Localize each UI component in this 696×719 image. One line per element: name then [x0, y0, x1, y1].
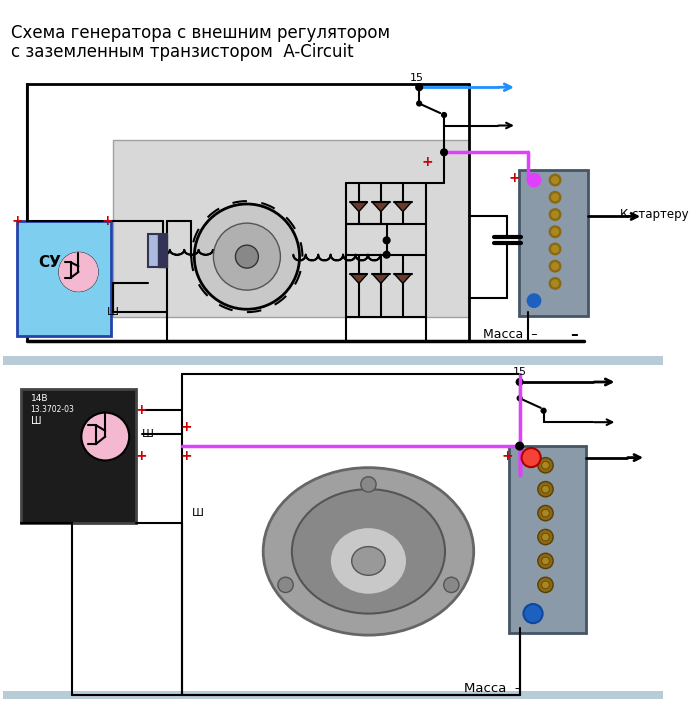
- Circle shape: [541, 557, 549, 565]
- Circle shape: [549, 174, 561, 186]
- Bar: [17, 221, 111, 336]
- Circle shape: [441, 149, 448, 155]
- Text: Схема генератора с внешним регулятором: Схема генератора с внешним регулятором: [12, 24, 390, 42]
- Text: –: –: [570, 326, 578, 342]
- Text: 13.3702-03: 13.3702-03: [31, 406, 74, 414]
- Circle shape: [541, 408, 546, 413]
- Circle shape: [552, 280, 558, 287]
- Text: Масса  –: Масса –: [464, 682, 521, 695]
- Circle shape: [552, 177, 558, 183]
- Polygon shape: [350, 202, 367, 211]
- Bar: [3, 356, 663, 365]
- Circle shape: [541, 509, 549, 517]
- Circle shape: [549, 278, 561, 289]
- Bar: [148, 234, 168, 267]
- Polygon shape: [350, 274, 367, 283]
- Circle shape: [528, 294, 541, 307]
- Circle shape: [549, 260, 561, 272]
- Circle shape: [538, 457, 553, 473]
- Circle shape: [516, 442, 523, 450]
- Circle shape: [549, 226, 561, 237]
- Bar: [191, 202, 301, 312]
- Text: +: +: [102, 214, 113, 228]
- Circle shape: [443, 577, 459, 592]
- Circle shape: [538, 577, 553, 592]
- Circle shape: [552, 246, 558, 252]
- Ellipse shape: [292, 489, 445, 613]
- Circle shape: [361, 477, 376, 492]
- Circle shape: [552, 211, 558, 218]
- Circle shape: [549, 243, 561, 255]
- Circle shape: [59, 253, 97, 291]
- Text: К стартеру: К стартеру: [620, 208, 689, 221]
- Circle shape: [517, 396, 522, 400]
- Circle shape: [541, 581, 549, 589]
- Circle shape: [549, 191, 561, 203]
- Polygon shape: [372, 202, 390, 211]
- Ellipse shape: [330, 528, 406, 595]
- Bar: [21, 389, 136, 523]
- Circle shape: [541, 533, 549, 541]
- Text: с заземленным транзистором  A-Circuit: с заземленным транзистором A-Circuit: [12, 43, 354, 61]
- Circle shape: [214, 223, 280, 290]
- Circle shape: [442, 113, 446, 117]
- Text: Масса  –: Масса –: [483, 328, 538, 341]
- Circle shape: [538, 482, 553, 497]
- Text: +: +: [501, 449, 513, 463]
- Circle shape: [523, 604, 543, 623]
- Circle shape: [549, 209, 561, 220]
- Text: Ш: Ш: [107, 307, 119, 317]
- Polygon shape: [395, 202, 411, 211]
- Circle shape: [59, 253, 97, 291]
- Circle shape: [278, 577, 293, 592]
- Circle shape: [552, 194, 558, 201]
- Bar: [113, 140, 469, 317]
- Text: 15: 15: [513, 367, 527, 377]
- Bar: [158, 234, 168, 267]
- Ellipse shape: [351, 546, 385, 575]
- Text: 15: 15: [410, 73, 425, 83]
- Circle shape: [235, 245, 258, 268]
- Text: Ш: Ш: [191, 508, 203, 518]
- Bar: [509, 446, 586, 633]
- Circle shape: [541, 485, 549, 493]
- Text: Ш: Ш: [142, 429, 154, 439]
- Circle shape: [516, 379, 523, 385]
- Text: 14В: 14В: [31, 394, 48, 403]
- Circle shape: [383, 237, 390, 244]
- Circle shape: [417, 101, 422, 106]
- Circle shape: [383, 252, 390, 258]
- Bar: [3, 691, 663, 699]
- Circle shape: [416, 84, 422, 91]
- Ellipse shape: [263, 467, 474, 635]
- Polygon shape: [372, 274, 390, 283]
- Circle shape: [194, 204, 299, 309]
- Circle shape: [552, 229, 558, 235]
- Circle shape: [538, 554, 553, 569]
- Text: +: +: [422, 155, 434, 169]
- Circle shape: [552, 263, 558, 270]
- Text: +: +: [181, 420, 192, 434]
- Text: +: +: [136, 403, 148, 417]
- Bar: [519, 170, 587, 316]
- Circle shape: [528, 173, 541, 187]
- Text: СУ: СУ: [38, 255, 61, 270]
- Circle shape: [541, 462, 549, 469]
- Text: +: +: [181, 449, 192, 463]
- Text: Ш: Ш: [31, 416, 41, 426]
- Text: +: +: [136, 449, 148, 463]
- Circle shape: [521, 448, 541, 467]
- Text: +: +: [508, 171, 520, 186]
- Circle shape: [538, 529, 553, 545]
- Circle shape: [81, 413, 129, 460]
- Circle shape: [538, 505, 553, 521]
- Text: +: +: [11, 214, 23, 228]
- Polygon shape: [395, 274, 411, 283]
